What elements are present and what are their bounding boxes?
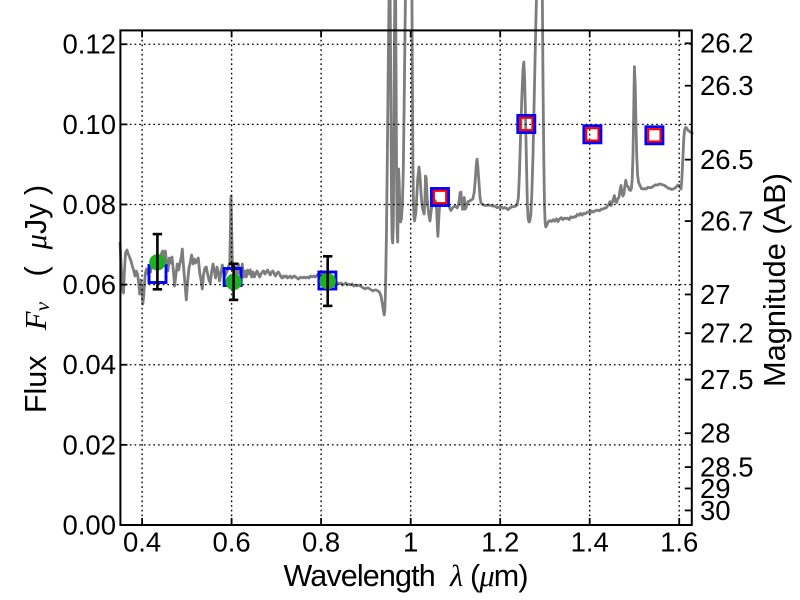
svg-text:0.10: 0.10 (62, 109, 116, 140)
svg-text:26.5: 26.5 (700, 144, 754, 175)
svg-text:1.6: 1.6 (660, 526, 698, 557)
svg-text:28: 28 (700, 418, 731, 449)
svg-text:Flux Fν ( μJy ): Flux Fν ( μJy ) (19, 185, 54, 413)
svg-text:0.12: 0.12 (62, 29, 116, 60)
svg-text:0.8: 0.8 (302, 526, 340, 557)
svg-text:0.6: 0.6 (212, 526, 250, 557)
svg-text:30: 30 (700, 495, 731, 526)
svg-text:27.2: 27.2 (700, 318, 754, 349)
svg-text:1.4: 1.4 (571, 526, 609, 557)
svg-text:28.5: 28.5 (700, 452, 754, 483)
svg-text:27: 27 (700, 279, 731, 310)
svg-text:0.00: 0.00 (62, 509, 116, 540)
svg-text:1: 1 (403, 526, 418, 557)
svg-text:1.2: 1.2 (481, 526, 519, 557)
svg-text:0.02: 0.02 (62, 429, 116, 460)
svg-text:Magnitude (AB): Magnitude (AB) (757, 173, 792, 387)
svg-text:Wavelength λ (μm): Wavelength λ (μm) (284, 559, 529, 593)
svg-text:0.06: 0.06 (62, 269, 116, 300)
svg-text:26.3: 26.3 (700, 70, 754, 101)
svg-text:0.4: 0.4 (123, 526, 161, 557)
svg-text:27.5: 27.5 (700, 364, 754, 395)
svg-text:0.08: 0.08 (62, 189, 116, 220)
svg-text:0.04: 0.04 (62, 349, 116, 380)
svg-text:26.2: 26.2 (700, 28, 754, 59)
svg-text:29: 29 (700, 473, 731, 504)
svg-text:26.7: 26.7 (700, 206, 754, 237)
